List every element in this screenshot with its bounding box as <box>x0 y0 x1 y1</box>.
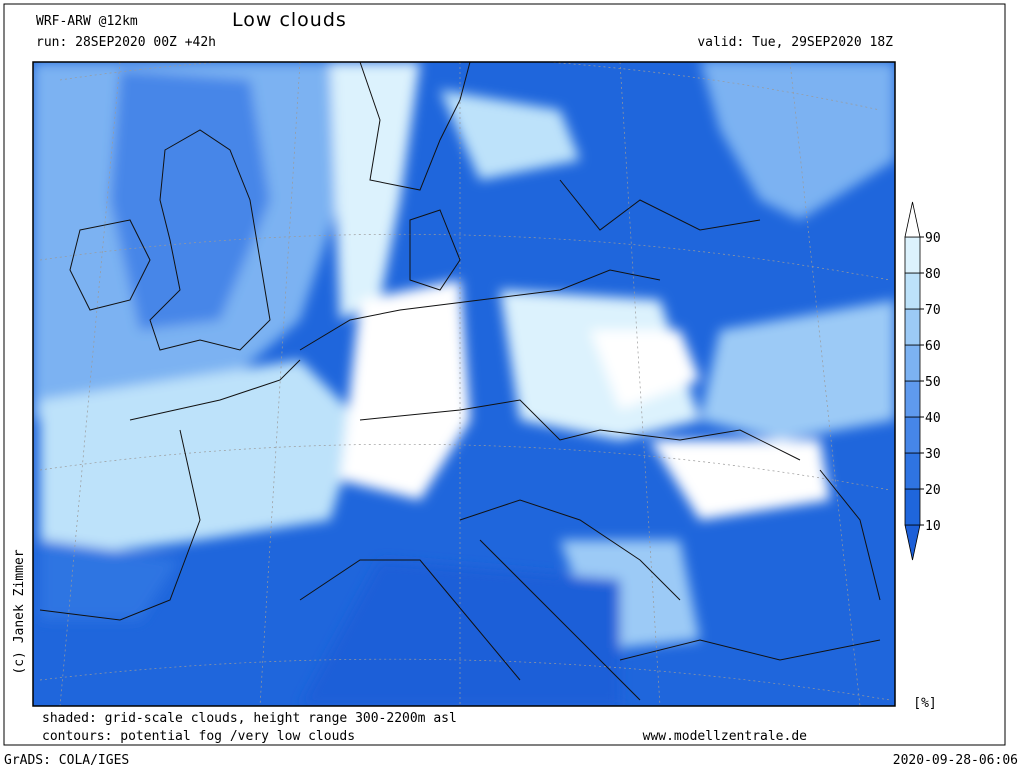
colorbar-swatch <box>904 272 921 310</box>
colorbar-swatch <box>904 416 921 454</box>
map-lines <box>39 62 891 706</box>
colorbar-tick-label: 30 <box>925 447 941 462</box>
website: www.modellzentrale.de <box>643 729 808 744</box>
colorbar: 10 20 30 40 50 60 70 80 90 <box>904 201 941 561</box>
model-label: WRF-ARW @12km <box>36 14 138 29</box>
map-title: Low clouds <box>232 9 347 31</box>
colorbar-swatch <box>904 452 921 490</box>
contours-note: contours: potential fog /very low clouds <box>42 729 355 744</box>
colorbar-swatch <box>904 308 921 346</box>
valid-label: valid: Tue, 29SEP2020 18Z <box>697 35 893 50</box>
map <box>32 61 896 707</box>
colorbar-swatch <box>904 201 921 238</box>
colorbar-tick-label: 60 <box>925 339 941 354</box>
colorbar-swatch <box>904 236 921 274</box>
colorbar-tick-label: 90 <box>925 231 941 246</box>
colorbar-swatch <box>904 380 921 418</box>
timestamp: 2020-09-28-06:06 <box>893 753 1018 768</box>
run-label: run: 28SEP2020 00Z +42h <box>36 35 216 50</box>
colorbar-swatch <box>904 344 921 382</box>
colorbar-unit: [%] <box>913 696 936 711</box>
grads-credit: GrADS: COLA/IGES <box>4 753 129 768</box>
colorbar-tick-label: 20 <box>925 483 941 498</box>
colorbar-tick-label: 40 <box>925 411 941 426</box>
map-border <box>32 61 896 707</box>
colorbar-tick-label: 70 <box>925 303 941 318</box>
colorbar-tick-label: 80 <box>925 267 941 282</box>
colorbar-tick-label: 10 <box>925 519 941 534</box>
credit: (c) Janek Zimmer <box>12 549 27 674</box>
colorbar-tick-label: 50 <box>925 375 941 390</box>
colorbar-swatch <box>904 488 921 526</box>
shaded-note: shaded: grid-scale clouds, height range … <box>42 711 457 726</box>
